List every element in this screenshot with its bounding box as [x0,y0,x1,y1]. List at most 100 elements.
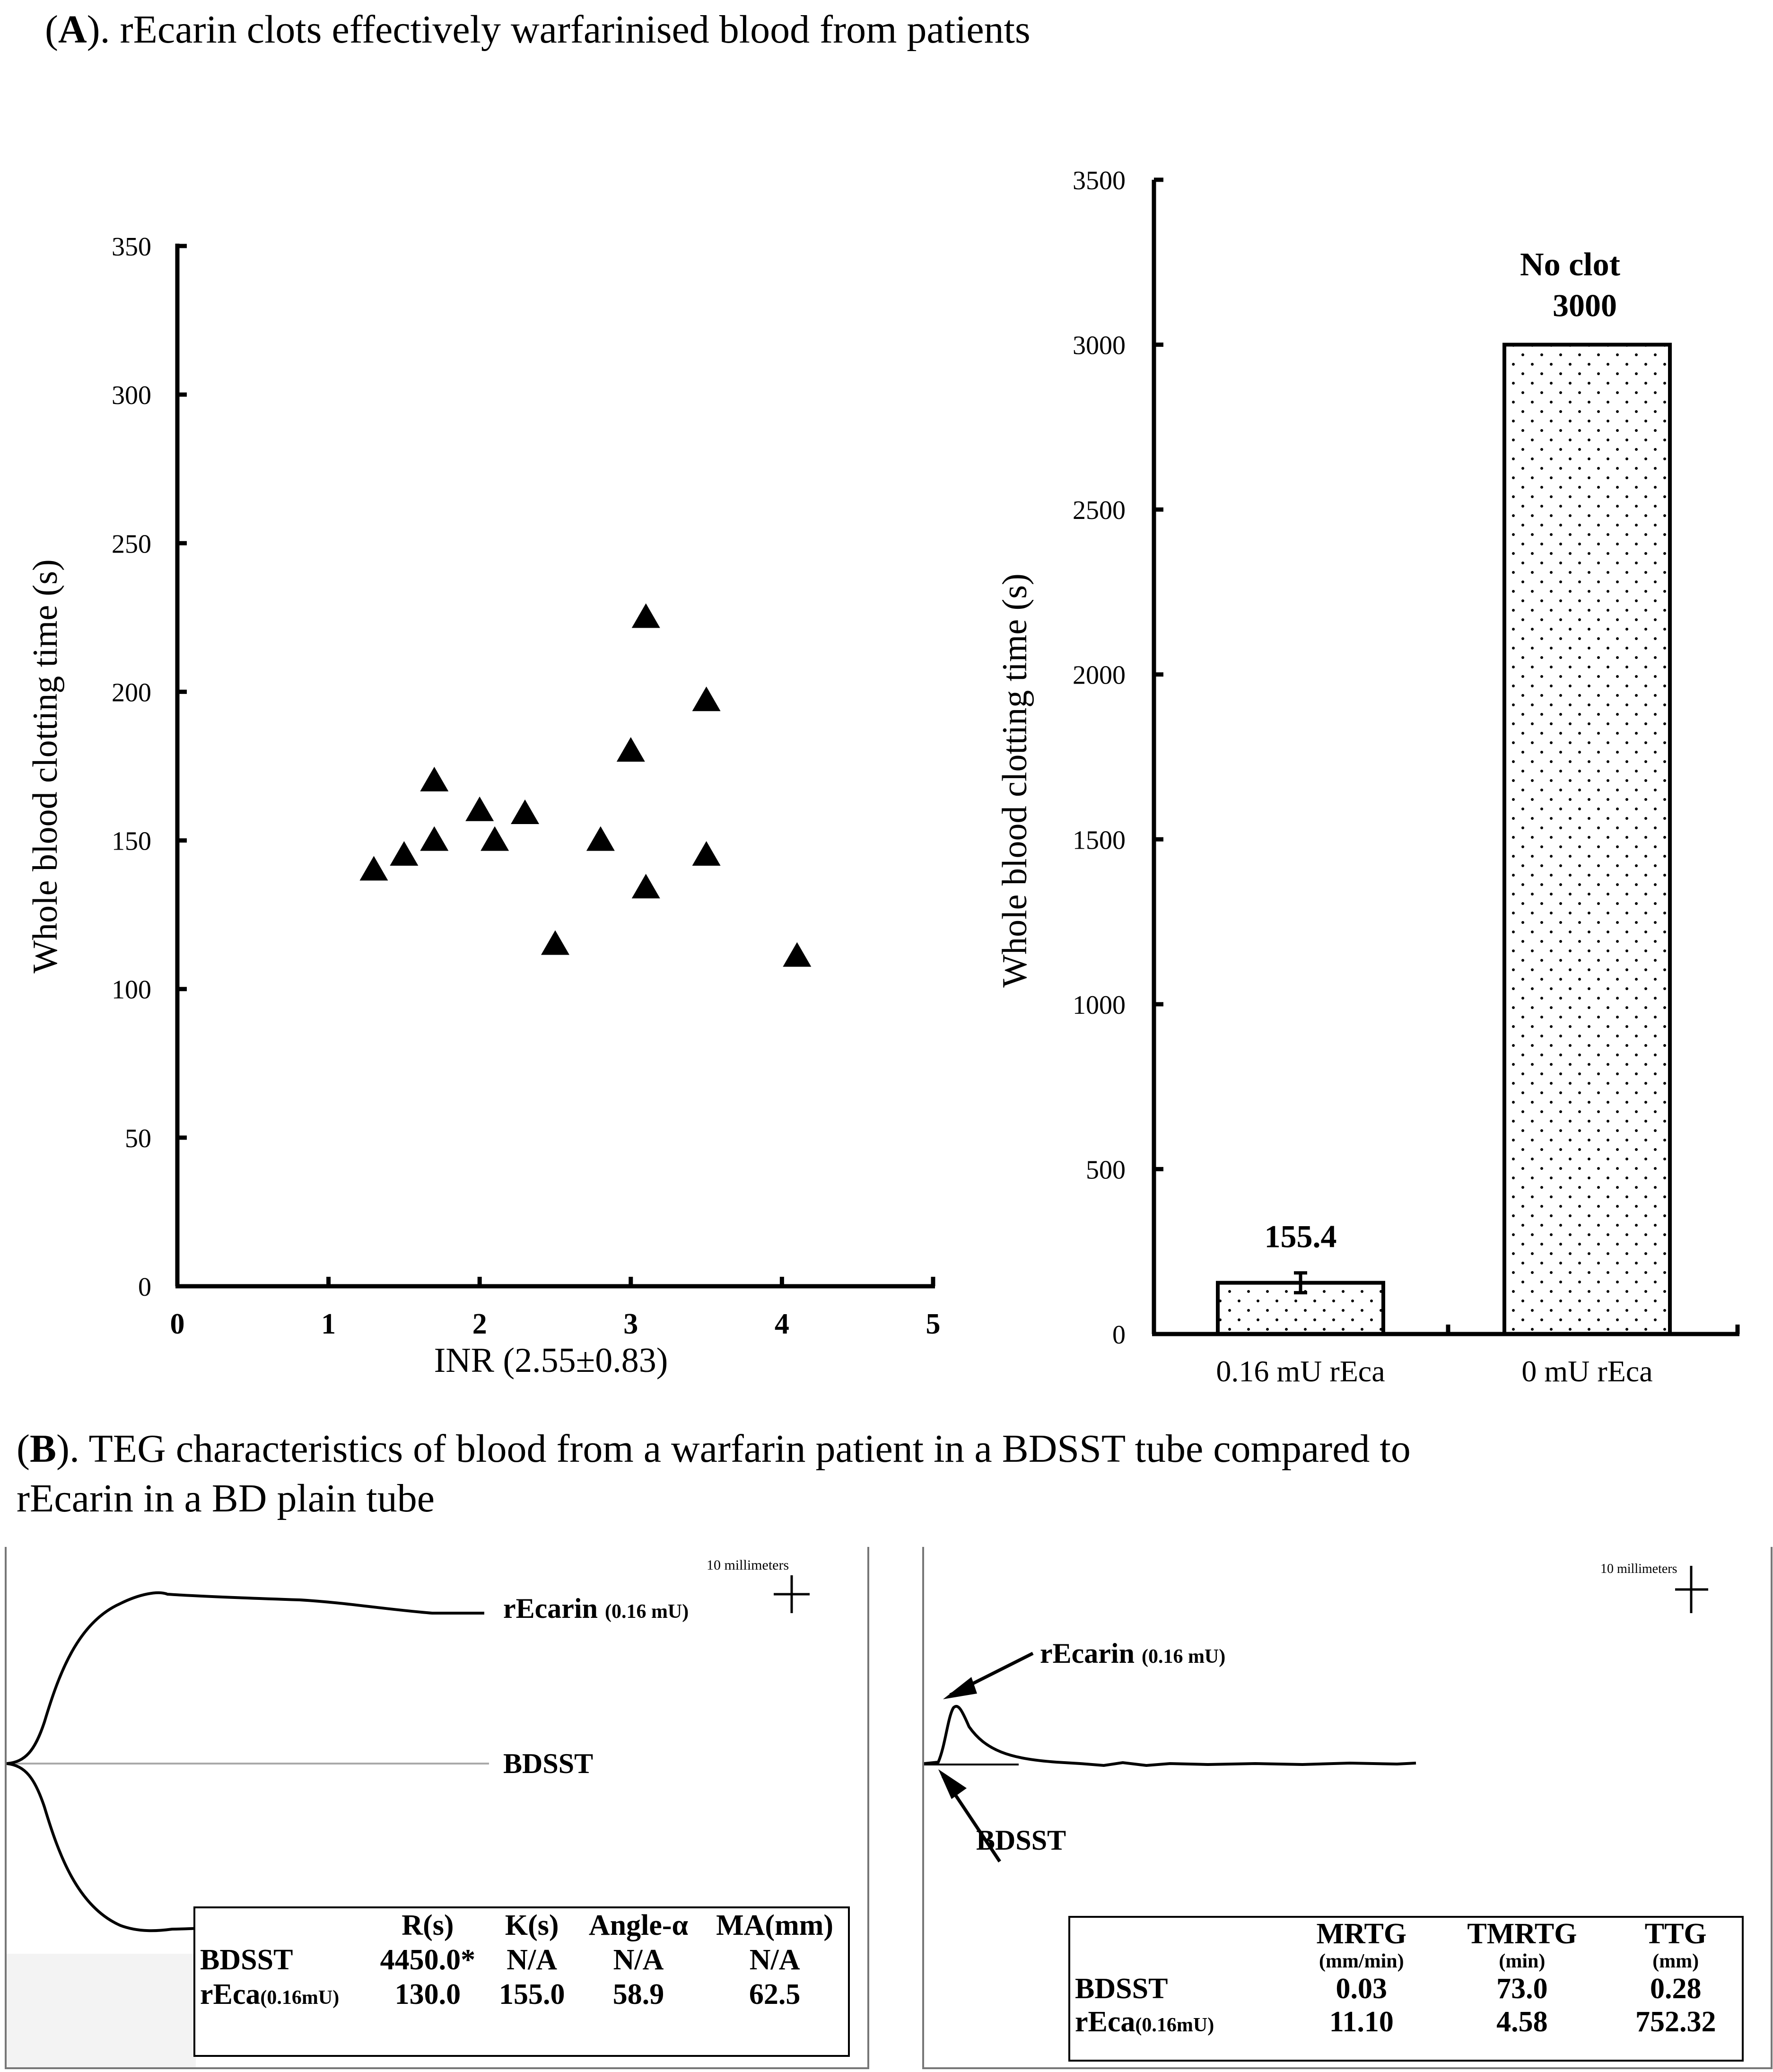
teg-left-cell: 4450.0* [380,1944,476,1976]
scatter-point [692,841,721,866]
bar-chart: 0 500 1000 1500 2000 2500 3000 3500 155.4 0.16 m… [996,166,1740,1388]
teg-right-row-label-suffix: (0.16mU) [1135,2014,1214,2036]
bar-y-tick-label: 2500 [1073,496,1126,525]
scatter-y-tick-label: 50 [125,1124,151,1153]
teg-left-rEcarin-label: rEcarin (0.16 mU) [503,1593,689,1624]
bar-y-tick-label: 2000 [1073,661,1126,690]
teg-right-cell: 11.10 [1329,2005,1394,2038]
teg-right-table: MRTG TMRTG TTG (mm/min) (min) (mm) BDSST… [1068,1916,1744,2062]
scatter-x-tick-label: 2 [472,1308,487,1340]
scatter-chart: 0 50 100 150 200 250 300 350 0 1 2 3 4 5 INR (2.55±0… [26,232,941,1380]
teg-left-lower-trace [7,1762,485,1932]
scatter-point [541,930,569,955]
teg-right-row-label-main: rEca [1075,2005,1135,2038]
scatter-point [465,796,494,821]
teg-right-cell: 73.0 [1496,1973,1548,2005]
teg-left-cell: 130.0 [394,1978,461,2011]
scatter-x-tick-label: 3 [623,1308,638,1340]
bar-y-label: Whole blood clotting time (s) [996,573,1034,988]
scatter-point [480,826,509,851]
scatter-point [631,603,660,628]
scatter-y-ticks: 0 50 100 150 200 250 300 350 [112,232,187,1302]
teg-right-table-header: MRTG TMRTG TTG [1070,1918,1742,1950]
teg-right-scale-label: 10 millimeters [1600,1562,1677,1576]
teg-right-panel: 10 millimeters rEcarin (0.16 mU) BDSST M… [922,1547,1773,2069]
scatter-point [390,841,419,866]
teg-left-row-label: BDSST [200,1944,293,1976]
teg-left-rEcarin-dose: (0.16 mU) [605,1601,689,1623]
scatter-y-tick-label: 350 [112,232,151,262]
scatter-x-tick-label: 5 [926,1308,941,1340]
scatter-point [511,799,540,825]
panel-a-title: (A). rEcarin clots effectively warfarini… [45,8,1031,52]
scatter-x-label: INR (2.55±0.83) [434,1341,668,1380]
teg-left-table: R(s) K(s) Angle-α MA(mm) BDSST 4450.0* N… [193,1906,850,2057]
teg-right-rEcarin-curve [924,1705,1416,1767]
panel-b-title-line2: rEcarin in a BD plain tube [17,1476,435,1520]
teg-right-cell: 0.28 [1650,1973,1702,2005]
teg-left-cell: 155.0 [498,1978,565,2011]
teg-left-scale-cross-icon [774,1575,810,1613]
scatter-y-tick-label: 300 [112,381,151,410]
teg-right-trace: 10 millimeters rEcarin (0.16 mU) BDSST [924,1562,1708,1862]
scatter-x-tick-label: 0 [170,1308,185,1340]
scatter-x-ticks: 0 1 2 3 4 5 [170,1277,941,1340]
scatter-x-tick-label: 4 [775,1308,789,1340]
teg-left-rEcarin-name: rEcarin [503,1593,598,1624]
teg-left-cell: 58.9 [612,1978,664,2011]
teg-right-unit: (mm/min) [1319,1950,1404,1973]
teg-right-unit-corner [1070,1950,1288,1973]
teg-right-row-label: rEca(0.16mU) [1070,2006,1288,2038]
panel-b-title-text: ). TEG characteristics of blood from a w… [56,1427,1411,1471]
bar-annotation-no-clot: No clot [1520,246,1620,283]
bar-data-label: 3000 [1553,288,1617,324]
bar [1502,342,1672,1336]
scatter-point [420,766,449,791]
teg-right-cell: 752.32 [1635,2005,1716,2038]
teg-right-header-tmrtg: TMRTG [1467,1918,1577,1950]
teg-left-rEcarin-trace [7,1591,484,1765]
scatter-point [783,942,812,967]
bar-data-label: 155.4 [1265,1219,1337,1255]
teg-left-cell: N/A [507,1944,558,1976]
scatter-y-tick-label: 100 [112,975,151,1005]
scatter-y-tick-label: 200 [112,678,151,707]
teg-right-header-ttg: TTG [1644,1918,1707,1950]
teg-right-unit: (mm) [1652,1950,1699,1973]
teg-left-bottom-strip [7,1954,196,2067]
teg-left-header-ma: MA(mm) [716,1909,834,1941]
table-row: BDSST 4450.0* N/A N/A N/A [195,1943,848,1977]
teg-left-scale-label: 10 millimeters [707,1557,789,1573]
teg-left-table-header: R(s) K(s) Angle-α MA(mm) [195,1908,848,1943]
teg-left-cell: 62.5 [749,1978,801,2011]
teg-right-unit: (min) [1499,1950,1546,1973]
scatter-point [631,874,660,899]
teg-right-scale-cross-icon [1675,1566,1708,1613]
teg-left-bdsst-label: BDSST [503,1748,593,1779]
scatter-point [616,737,645,762]
scatter-y-label: Whole blood clotting time (s) [26,559,65,974]
teg-left-panel: 10 millimeters rEcarin (0.16 mU) BDSST R… [5,1547,869,2069]
teg-left-header-r: R(s) [402,1909,454,1941]
teg-right-cell: 4.58 [1496,2005,1548,2038]
teg-left-row-label-suffix: (0.16mU) [260,1987,340,2009]
teg-right-rEcarin-name: rEcarin [1040,1638,1135,1669]
teg-right-bdsst-arrowhead [938,1769,967,1799]
panel-b-label: B [29,1427,57,1471]
bar-category-label: 0.16 mU rEca [1216,1354,1385,1388]
teg-left-header-angle: Angle-α [588,1909,689,1941]
scatter-point [586,826,615,851]
teg-right-bdsst-label: BDSST [976,1825,1066,1856]
scatter-x-tick-label: 1 [321,1308,336,1340]
scatter-point [692,686,721,711]
scatter-y-tick-label: 150 [112,827,151,856]
bar-y-tick-label: 3500 [1073,166,1126,195]
teg-left-cell: N/A [749,1944,800,1976]
table-row: rEca(0.16mU) 11.10 4.58 752.32 [1070,2006,1742,2038]
scatter-y-tick-label: 0 [138,1273,151,1302]
teg-right-row-label: BDSST [1075,1973,1168,2005]
panel-b-title: (B). TEG characteristics of blood from a… [17,1427,1411,1520]
bar-y-tick-label: 0 [1112,1320,1126,1350]
teg-left-row-label-main: rEca [200,1978,261,2011]
teg-right-table-units: (mm/min) (min) (mm) [1070,1950,1742,1973]
